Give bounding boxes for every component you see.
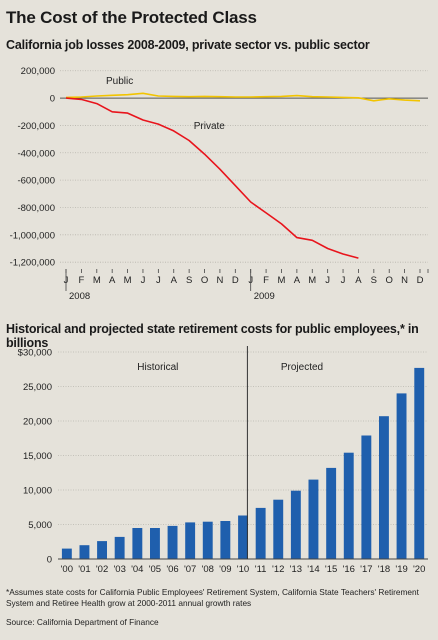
bar [396, 393, 407, 559]
projected-label: Projected [281, 362, 323, 373]
y-tick-label: -1,000,000 [10, 230, 55, 241]
x-tick-label: D [232, 275, 239, 286]
x-tick-label: '04 [131, 564, 143, 575]
footnote: *Assumes state costs for California Publ… [6, 587, 419, 608]
y-tick-label: -200,000 [17, 121, 55, 132]
x-tick-label: '16 [343, 564, 355, 575]
chart1-subtitle: California job losses 2008-2009, private… [6, 38, 370, 52]
job-losses-line-chart: 200,000 0 -200,000 -400,000 -600,000 -800,000… [10, 66, 429, 302]
x-tick-label: '09 [219, 564, 231, 575]
y-tick-label: 0 [50, 94, 55, 105]
bar [308, 479, 319, 559]
x-tick-label: M [93, 275, 101, 286]
y-tick-label: $30,000 [18, 348, 52, 359]
x-tick-label: M [308, 275, 316, 286]
x-year-label: 2008 [69, 291, 90, 302]
y-tick-label: -400,000 [17, 148, 55, 159]
x-tick-label: A [294, 275, 301, 286]
x-tick-label: '05 [149, 564, 161, 575]
x-tick-label: '13 [290, 564, 302, 575]
x-tick-label: N [216, 275, 223, 286]
chart2-subtitle: Historical and projected state retiremen… [6, 322, 419, 350]
x-tick-label: S [371, 275, 377, 286]
bar [379, 416, 389, 559]
y-tick-label: 5,000 [28, 520, 52, 531]
x-tick-label: J [156, 275, 161, 286]
private-annotation: Private [194, 121, 226, 132]
bar [343, 452, 354, 559]
x-tick-label: A [171, 275, 178, 286]
x-tick-label: '01 [78, 564, 90, 575]
x-tick-label: N [401, 275, 408, 286]
bar [61, 548, 72, 559]
bar [132, 528, 143, 559]
y-tick-label: 0 [47, 555, 52, 566]
x-tick-label: A [109, 275, 116, 286]
bar [273, 499, 284, 559]
bar [238, 515, 248, 559]
x-tick-label: M [278, 275, 286, 286]
x-tick-label: F [263, 275, 269, 286]
y-tick-label: -1,200,000 [10, 258, 55, 269]
series-line-public [65, 92, 421, 102]
bar [202, 521, 213, 559]
bar [326, 467, 337, 559]
x-tick-label: '12 [272, 564, 284, 575]
y-tick-label: 10,000 [23, 486, 52, 497]
bar [185, 522, 196, 559]
bar [79, 545, 90, 559]
y-tick-label: 200,000 [21, 66, 55, 77]
y-tick-label: -600,000 [17, 176, 55, 187]
bar [114, 536, 125, 559]
x-tick-label: '06 [166, 564, 178, 575]
x-tick-label: '15 [325, 564, 337, 575]
x-tick-label: '19 [395, 564, 407, 575]
x-tick-label: A [355, 275, 362, 286]
bar [150, 528, 160, 559]
public-annotation: Public [106, 76, 133, 87]
bar [97, 541, 107, 559]
x-tick-label: '10 [237, 564, 249, 575]
series-line-private [65, 97, 359, 259]
x-tick-label: J [141, 275, 146, 286]
x-tick-label: J [325, 275, 330, 286]
x-tick-label: O [201, 275, 208, 286]
bar [290, 490, 301, 559]
x-tick-label: F [78, 275, 84, 286]
bar [414, 367, 425, 559]
x-tick-label: '20 [413, 564, 425, 575]
x-tick-label: D [417, 275, 424, 286]
x-year-label: 2009 [254, 291, 275, 302]
bar [361, 435, 372, 559]
bar [255, 507, 266, 559]
x-tick-label: '14 [307, 564, 319, 575]
historical-label: Historical [137, 362, 178, 373]
y-tick-label: 20,000 [23, 417, 52, 428]
x-tick-label: '00 [61, 564, 73, 575]
source-note: Source: California Department of Finance [6, 617, 159, 627]
page-title: The Cost of the Protected Class [6, 8, 257, 27]
x-tick-label: O [386, 275, 393, 286]
x-tick-label: '11 [255, 564, 267, 575]
x-tick-label: '18 [378, 564, 390, 575]
bar [220, 521, 231, 559]
x-tick-label: '02 [96, 564, 108, 575]
x-tick-label: M [124, 275, 132, 286]
y-tick-label: -800,000 [17, 203, 55, 214]
x-tick-label: J [341, 275, 346, 286]
y-tick-label: 25,000 [23, 382, 52, 393]
y-tick-label: 15,000 [23, 451, 52, 462]
x-tick-label: '17 [360, 564, 372, 575]
x-tick-label: '08 [202, 564, 214, 575]
x-tick-label: '03 [113, 564, 125, 575]
x-tick-label: '07 [184, 564, 196, 575]
x-tick-label: S [186, 275, 192, 286]
bar [167, 525, 178, 559]
